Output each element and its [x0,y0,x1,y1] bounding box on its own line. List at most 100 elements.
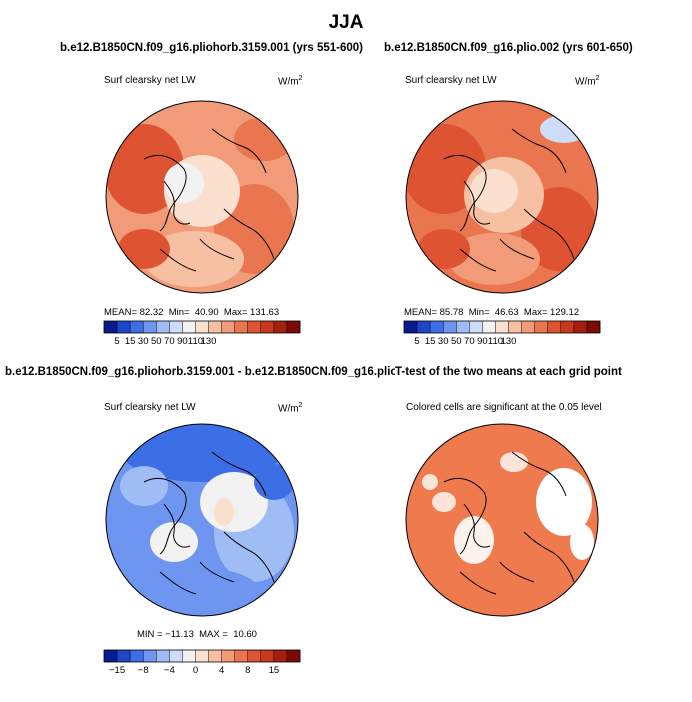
panel2-stats: MEAN= 85.78 Min= 46.63 Max= 129.12 [404,307,580,318]
panel3-stats: MIN = −11.13 MAX = 10.60 [137,629,257,640]
panel4-title: T-test of the two means at each grid poi… [395,366,622,378]
panel2-colorbar-tick-label: 30 [438,336,449,347]
panel1-colorbar-swatch [156,321,170,333]
panel3-map-field [106,424,298,616]
panel2-map-coastline [443,154,487,232]
panel1-colorbar-swatch [208,321,222,333]
panel1-colorbar-swatch [221,321,235,333]
panel2-colorbar-swatch [508,321,522,333]
panel4-map-region [500,452,528,472]
panel4-map-field [406,424,598,616]
panel1-colorbar-tick-label: 70 [164,336,175,347]
panel2-map-region [448,233,540,285]
panel3-title: b.e12.B1850CN.f09_g16.pliohorb.3159.001 … [5,366,420,378]
panel2-colorbar-swatch [404,321,418,333]
panel3-colorbar-swatch [156,650,170,662]
panel2-map-boundary [405,100,599,294]
panel4-map-coastline [511,451,567,497]
panel3-colorbar-frame [103,649,301,663]
panel3-map-region [140,568,260,616]
panel3-colorbar-swatch [143,650,157,662]
panel2-colorbar-swatch [417,321,431,333]
panel3-colorbar-tick-label: 4 [219,665,224,676]
panel2-colorbar-swatch [469,321,483,333]
panel2-map-region [540,115,588,143]
panel2-colorbar-tick-label: 130 [501,336,517,347]
panel3-colorbar-swatch [182,650,196,662]
panel1-colorbar-swatch [260,321,275,333]
panel2-map-region [470,169,518,213]
panel1-map-coastline [211,128,267,174]
panel2-colorbar-swatch [430,321,444,333]
panel1-colorbar-tick-label: 110 [188,336,203,347]
panel4-map-region [422,474,438,490]
panel4-map-coastline [443,477,487,555]
panel1-colorbar-swatch [247,321,262,333]
panel3-colorbar-swatch [104,650,118,662]
panel3-colorbar-tick-label: 0 [193,665,198,676]
panel3-colorbar-tick-label: −8 [138,665,149,676]
panel2-colorbar-tick-label: 90 [477,336,488,347]
panel2-variable-label: Surf clearsky net LW [405,75,497,86]
panel2-colorbar-swatch [586,321,601,333]
panel4-map-coastline [499,561,535,583]
panel2-colorbar-frame [403,320,601,334]
panel1-colorbar-swatch [273,321,288,333]
figure-title: JJA [328,12,364,33]
panel3-colorbar-tick-label: 8 [245,665,250,676]
panel3-colorbar-swatch [286,650,301,662]
panel2-colorbar-swatch [573,321,588,333]
panel4-map-region [536,468,592,536]
panel4-map-coastline [523,531,575,583]
panel3-colorbar-swatch [208,650,222,662]
panel4-map-region [570,524,594,560]
panel3-polar-map [105,423,299,617]
panel1-colorbar-tick-label: 50 [151,336,162,347]
panel1-map-field [106,101,298,293]
panel2-map-coastline [459,248,497,272]
panel3-variable-label: Surf clearsky net LW [104,402,196,413]
panel2-map-region [418,229,470,269]
panel1-colorbar-tick-label: 15 [125,336,136,347]
panel3-map-coastline [211,451,267,497]
panel1-colorbar-swatch [182,321,196,333]
panel3-colorbar-swatch [195,650,209,662]
panel2-polar-map [405,100,599,294]
panel3-map-region [214,498,234,526]
panel1-map-region [164,163,204,203]
panel2-colorbar-swatch [534,321,549,333]
panel1-map-region [106,124,184,214]
panel2-colorbar-swatch [443,321,457,333]
panel2-colorbar-tick-label: 15 [425,336,436,347]
panel2-map-coastline [499,238,535,260]
panel3-colorbar-swatch [260,650,275,662]
panel3-colorbar-swatch [221,650,235,662]
panel1-colorbar-swatch [234,321,249,333]
panel1-polar-map [105,100,299,294]
panel2-colorbar-swatch [560,321,575,333]
panel1-colorbar-frame [103,320,301,334]
panel3-units: W/m2 [278,402,303,415]
panel2-colorbar-swatch [521,321,535,333]
panel3-colorbar-swatch [273,650,288,662]
panel3-map-boundary [105,423,299,617]
panel3-map-region [122,424,282,482]
panel3-colorbar-swatch [117,650,131,662]
panel3-map-coastline [143,477,187,555]
panel1-colorbar-swatch [104,321,118,333]
panel1-colorbar-swatch [143,321,157,333]
panel1-units: W/m2 [278,75,303,88]
panel2-colorbar-swatch [456,321,470,333]
panel2-map-field [406,101,598,293]
panel2-colorbar-tick-label: 5 [414,336,419,347]
panel2-title: b.e12.B1850CN.f09_g16.plio.002 (yrs 601-… [384,42,633,54]
panel3-colorbar-swatch [130,650,144,662]
panel1-stats: MEAN= 82.32 Min= 40.90 Max= 131.63 [104,307,280,318]
panel4-polar-map [405,423,599,617]
panel1-colorbar-swatch [130,321,144,333]
panel1-colorbar-tick-label: 5 [114,336,119,347]
panel2-map-coastline [511,128,567,174]
panel3-colorbar-tick-label: −15 [109,665,125,676]
